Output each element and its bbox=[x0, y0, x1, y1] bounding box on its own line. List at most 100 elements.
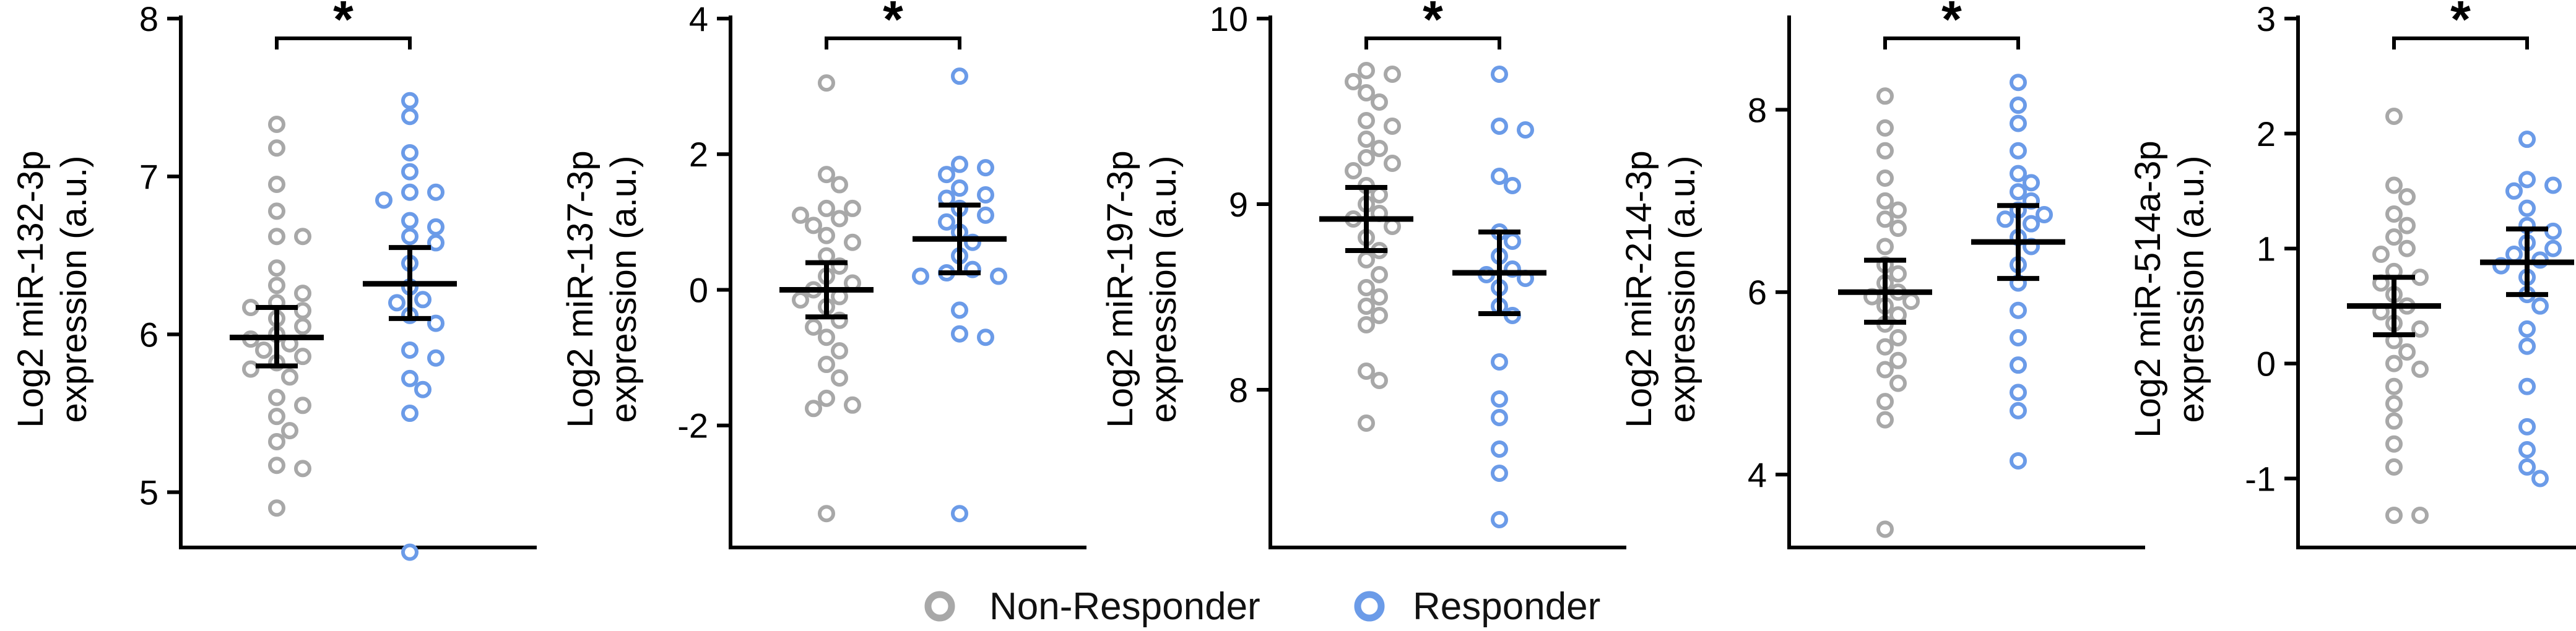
data-point bbox=[268, 259, 285, 277]
data-point bbox=[951, 155, 968, 173]
data-point bbox=[268, 139, 285, 157]
data-point bbox=[977, 186, 994, 204]
data-point bbox=[938, 166, 955, 184]
data-point bbox=[2385, 205, 2403, 223]
data-point bbox=[2398, 188, 2416, 206]
data-point bbox=[294, 348, 311, 366]
data-point bbox=[844, 199, 861, 217]
data-point bbox=[1358, 149, 1375, 166]
panel-2: -2 0 2 4 Log2 miR-137-3pexpression (a.u.) * bbox=[560, 0, 1086, 549]
y-tick-label: 2 bbox=[2257, 114, 2276, 153]
y-tick-label: 1 bbox=[2257, 230, 2276, 268]
data-point bbox=[1371, 372, 1388, 389]
data-point bbox=[951, 301, 968, 319]
data-point bbox=[414, 380, 432, 398]
data-point bbox=[977, 159, 994, 177]
y-tick-label: -1 bbox=[2245, 459, 2276, 498]
data-point bbox=[2518, 418, 2536, 436]
data-point bbox=[2518, 131, 2536, 148]
data-point bbox=[1384, 118, 1401, 135]
y-axis-label-line2: expression (a.u.) bbox=[1143, 156, 1184, 423]
data-point bbox=[1358, 414, 1375, 432]
data-point bbox=[1876, 192, 1894, 210]
data-point bbox=[2518, 171, 2536, 189]
data-point bbox=[1889, 328, 1907, 346]
data-point bbox=[401, 228, 418, 246]
data-point bbox=[1371, 93, 1388, 111]
data-point bbox=[2010, 74, 2027, 92]
data-point bbox=[1358, 279, 1375, 296]
data-point bbox=[1491, 511, 1508, 528]
data-point bbox=[2531, 297, 2549, 315]
data-point bbox=[268, 175, 285, 193]
data-point bbox=[2036, 205, 2053, 223]
data-point bbox=[268, 116, 285, 133]
data-point bbox=[2010, 183, 2027, 201]
data-point bbox=[2010, 452, 2027, 470]
y-tick-label: 0 bbox=[2257, 345, 2276, 384]
data-point bbox=[1517, 121, 1534, 139]
data-point bbox=[977, 206, 994, 224]
data-point bbox=[831, 210, 848, 228]
data-point bbox=[1876, 411, 1894, 429]
y-tick-label: 5 bbox=[139, 473, 158, 512]
significance-bracket bbox=[275, 36, 412, 49]
data-point bbox=[1371, 186, 1388, 204]
data-point bbox=[2010, 114, 2027, 132]
y-axis-label: Log2 miR-514a-3pexpression (a.u.) bbox=[2128, 140, 2211, 437]
data-point bbox=[2010, 384, 2027, 401]
data-point bbox=[1876, 119, 1894, 137]
panel-5: -1 0 1 2 3 Log2 miR-514a-3pexpression (a.u.) * bbox=[2128, 0, 2576, 549]
y-tick-label: -2 bbox=[677, 406, 708, 445]
data-point bbox=[2411, 268, 2429, 286]
data-point bbox=[1889, 374, 1907, 392]
data-point bbox=[831, 176, 848, 194]
data-point bbox=[1358, 298, 1375, 315]
data-point bbox=[268, 228, 285, 246]
panel-3: 8 9 10 Log2 miR-197-3pexpression (a.u.) * bbox=[1100, 0, 1626, 549]
data-point bbox=[1876, 393, 1894, 411]
data-point bbox=[844, 396, 861, 414]
data-point bbox=[242, 360, 259, 378]
data-point bbox=[1345, 162, 1362, 179]
y-tick-label: 4 bbox=[689, 0, 708, 38]
data-point bbox=[1371, 266, 1388, 283]
series-responder bbox=[363, 92, 457, 561]
legend-label: Non-Responder bbox=[989, 585, 1260, 628]
data-point bbox=[2411, 320, 2429, 338]
data-point bbox=[2398, 217, 2416, 234]
data-point bbox=[2518, 199, 2536, 217]
data-point bbox=[427, 234, 445, 252]
data-point bbox=[1504, 233, 1521, 250]
data-point bbox=[2385, 412, 2403, 430]
data-point bbox=[951, 325, 968, 343]
y-axis-label-line2: expression (a.u.) bbox=[604, 156, 644, 423]
data-point bbox=[2518, 337, 2536, 355]
data-point bbox=[401, 92, 418, 109]
data-point bbox=[805, 318, 822, 336]
data-point bbox=[1997, 210, 2014, 228]
y-axis-label-line1: Log2 miR-514a-3p bbox=[2128, 140, 2168, 437]
data-point bbox=[427, 183, 445, 201]
y-tick-label: 8 bbox=[139, 0, 158, 38]
data-point bbox=[1902, 292, 1920, 310]
data-point bbox=[1491, 440, 1508, 458]
data-point bbox=[844, 233, 861, 251]
data-point bbox=[1889, 351, 1907, 369]
data-point bbox=[2010, 142, 2027, 160]
data-point bbox=[294, 460, 311, 478]
data-point bbox=[1358, 131, 1375, 148]
data-point bbox=[990, 267, 1007, 285]
data-point bbox=[1491, 465, 1508, 482]
data-point bbox=[1358, 84, 1375, 101]
significance-bracket bbox=[1364, 36, 1501, 49]
data-point bbox=[2398, 239, 2416, 257]
y-axis-label: Log2 miR-214-3pexpression (a.u.) bbox=[1619, 150, 1702, 427]
y-axis-label-line2: expression (a.u.) bbox=[2171, 156, 2211, 423]
data-point bbox=[294, 228, 311, 246]
data-point bbox=[2518, 320, 2536, 338]
panel-1: 5 6 7 8 Log2 miR-132-3pexpression (a.u.) * bbox=[11, 0, 537, 561]
data-point bbox=[2023, 174, 2040, 192]
data-point bbox=[2372, 246, 2390, 264]
